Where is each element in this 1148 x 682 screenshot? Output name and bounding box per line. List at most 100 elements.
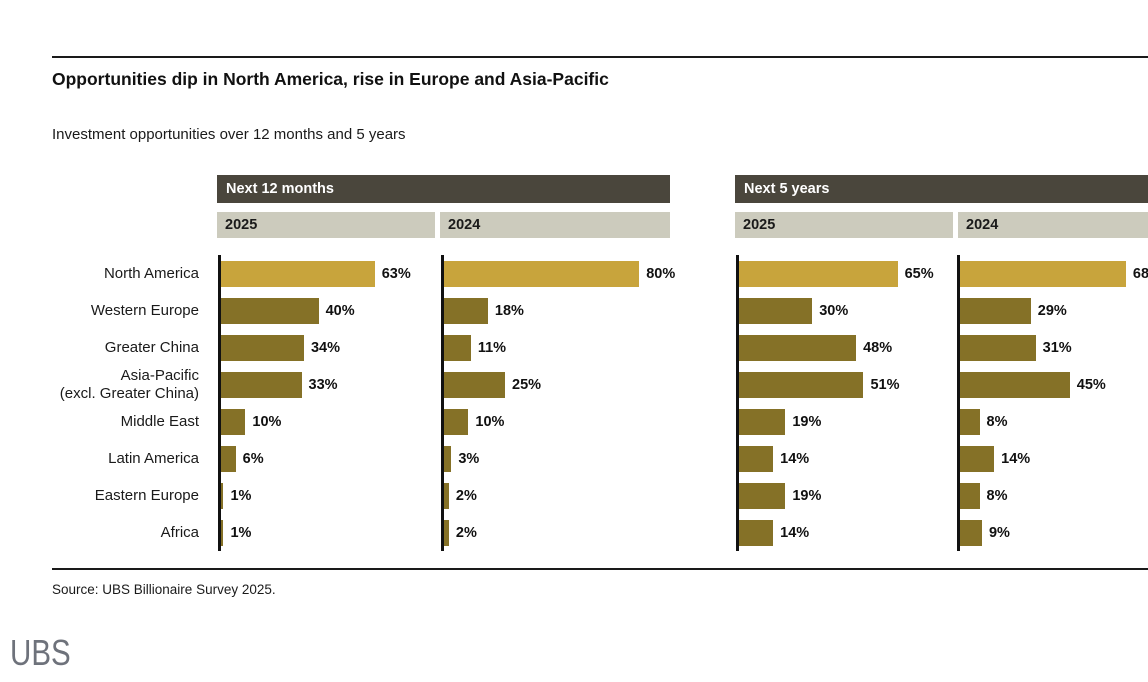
bar-value-label: 8%: [986, 487, 1008, 504]
bar-row: 48%: [739, 329, 934, 366]
bar-row: 19%: [739, 477, 934, 514]
bar-g1-2025-cat1: [739, 297, 813, 324]
bar-row: 10%: [221, 403, 411, 440]
bar-row: 30%: [739, 292, 934, 329]
series-header-5y-2025: 2025: [735, 212, 953, 238]
bar-g1-2024-cat5: [960, 445, 995, 472]
bar-g0-2025-cat4: [221, 408, 246, 435]
bar-value-label: 6%: [242, 450, 264, 467]
bar-value-label: 14%: [780, 524, 810, 541]
bar-g0-2024-cat0: [444, 260, 640, 287]
bar-g1-2025-cat0: [739, 260, 898, 287]
bar-value-label: 63%: [381, 265, 411, 282]
bar-g1-2025-cat4: [739, 408, 786, 435]
bar-value-label: 2%: [455, 524, 477, 541]
bar-g0-2025-cat3: [221, 371, 302, 398]
bar-row: 45%: [960, 366, 1148, 403]
bar-row: 34%: [221, 329, 411, 366]
bar-g0-2025-cat0: [221, 260, 375, 287]
series-header-12m-2025: 2025: [217, 212, 435, 238]
bar-row: 33%: [221, 366, 411, 403]
bar-value-label: 29%: [1037, 302, 1067, 319]
bar-row: 65%: [739, 255, 934, 292]
bar-g0-2024-cat1: [444, 297, 488, 324]
ubs-logo: UBS: [10, 632, 71, 673]
bar-g1-2025-cat3: [739, 371, 864, 398]
bar-value-label: 9%: [988, 524, 1010, 541]
bars-next-12-months-2025: 63% 40% 34% 33% 10% 6% 1% 1%: [218, 255, 411, 551]
bar-row: 63%: [221, 255, 411, 292]
category-label-6: Eastern Europe: [94, 486, 199, 504]
bars-next-5-years-2024: 68% 29% 31% 45% 8% 14% 8% 9%: [957, 255, 1148, 551]
bar-value-label: 8%: [986, 413, 1008, 430]
bar-row: 51%: [739, 366, 934, 403]
bottom-divider: [52, 568, 1148, 570]
bar-g1-2024-cat3: [960, 371, 1070, 398]
category-label-7: Africa: [160, 523, 199, 541]
bar-g0-2025-cat2: [221, 334, 304, 361]
bar-value-label: 45%: [1076, 376, 1106, 393]
series-header-5y-2024: 2024: [958, 212, 1148, 238]
bar-g1-2024-cat2: [960, 334, 1036, 361]
bar-g1-2025-cat7: [739, 519, 774, 546]
category-labels: North America Western Europe Greater China…: [0, 255, 199, 551]
bar-value-label: 30%: [819, 302, 849, 319]
bar-g0-2024-cat3: [444, 371, 505, 398]
bar-g1-2025-cat6: [739, 482, 786, 509]
group-header-next-12-months: Next 12 months: [217, 175, 670, 203]
bar-row: 11%: [444, 329, 675, 366]
bar-g1-2024-cat7: [960, 519, 982, 546]
bar-g0-2025-cat7: [221, 519, 224, 546]
bar-row: 80%: [444, 255, 675, 292]
bar-value-label: 18%: [494, 302, 524, 319]
bar-value-label: 11%: [477, 339, 507, 356]
bar-g0-2024-cat7: [444, 519, 449, 546]
bar-g1-2024-cat4: [960, 408, 980, 435]
bars-next-12-months-2024: 80% 18% 11% 25% 10% 3% 2% 2%: [441, 255, 675, 551]
group-header-next-5-years: Next 5 years: [735, 175, 1148, 203]
bar-value-label: 10%: [475, 413, 505, 430]
category-label-0: North America: [103, 264, 199, 282]
top-divider: [52, 56, 1148, 58]
bar-value-label: 14%: [780, 450, 810, 467]
bar-value-label: 51%: [870, 376, 900, 393]
bar-g0-2024-cat6: [444, 482, 449, 509]
bar-value-label: 40%: [325, 302, 355, 319]
bar-row: 14%: [739, 514, 934, 551]
bar-value-label: 19%: [792, 487, 822, 504]
bar-row: 8%: [960, 403, 1148, 440]
category-label-5: Latin America: [108, 449, 199, 467]
bar-value-label: 19%: [792, 413, 822, 430]
bar-row: 14%: [739, 440, 934, 477]
bar-value-label: 1%: [230, 487, 252, 504]
bar-g1-2024-cat0: [960, 260, 1126, 287]
category-label-3: Asia-Pacific (excl. Greater China): [59, 366, 199, 402]
bar-g1-2024-cat1: [960, 297, 1031, 324]
bar-value-label: 65%: [904, 265, 934, 282]
bar-row: 25%: [444, 366, 675, 403]
bar-row: 3%: [444, 440, 675, 477]
bar-row: 1%: [221, 514, 411, 551]
bar-g0-2024-cat4: [444, 408, 469, 435]
bar-row: 29%: [960, 292, 1148, 329]
bar-row: 2%: [444, 514, 675, 551]
bar-g1-2025-cat5: [739, 445, 774, 472]
bar-value-label: 1%: [230, 524, 252, 541]
bar-value-label: 14%: [1001, 450, 1031, 467]
bar-g0-2024-cat5: [444, 445, 452, 472]
bar-row: 14%: [960, 440, 1148, 477]
bar-value-label: 34%: [310, 339, 340, 356]
category-label-1: Western Europe: [90, 301, 199, 319]
bar-row: 19%: [739, 403, 934, 440]
chart-subtitle: Investment opportunities over 12 months …: [52, 126, 406, 143]
bar-g1-2025-cat2: [739, 334, 857, 361]
series-header-12m-2024: 2024: [440, 212, 670, 238]
bar-value-label: 2%: [455, 487, 477, 504]
bar-value-label: 31%: [1042, 339, 1072, 356]
bar-row: 40%: [221, 292, 411, 329]
bar-value-label: 10%: [252, 413, 282, 430]
category-label-2: Greater China: [104, 338, 199, 356]
bar-g0-2025-cat1: [221, 297, 319, 324]
bar-row: 9%: [960, 514, 1148, 551]
